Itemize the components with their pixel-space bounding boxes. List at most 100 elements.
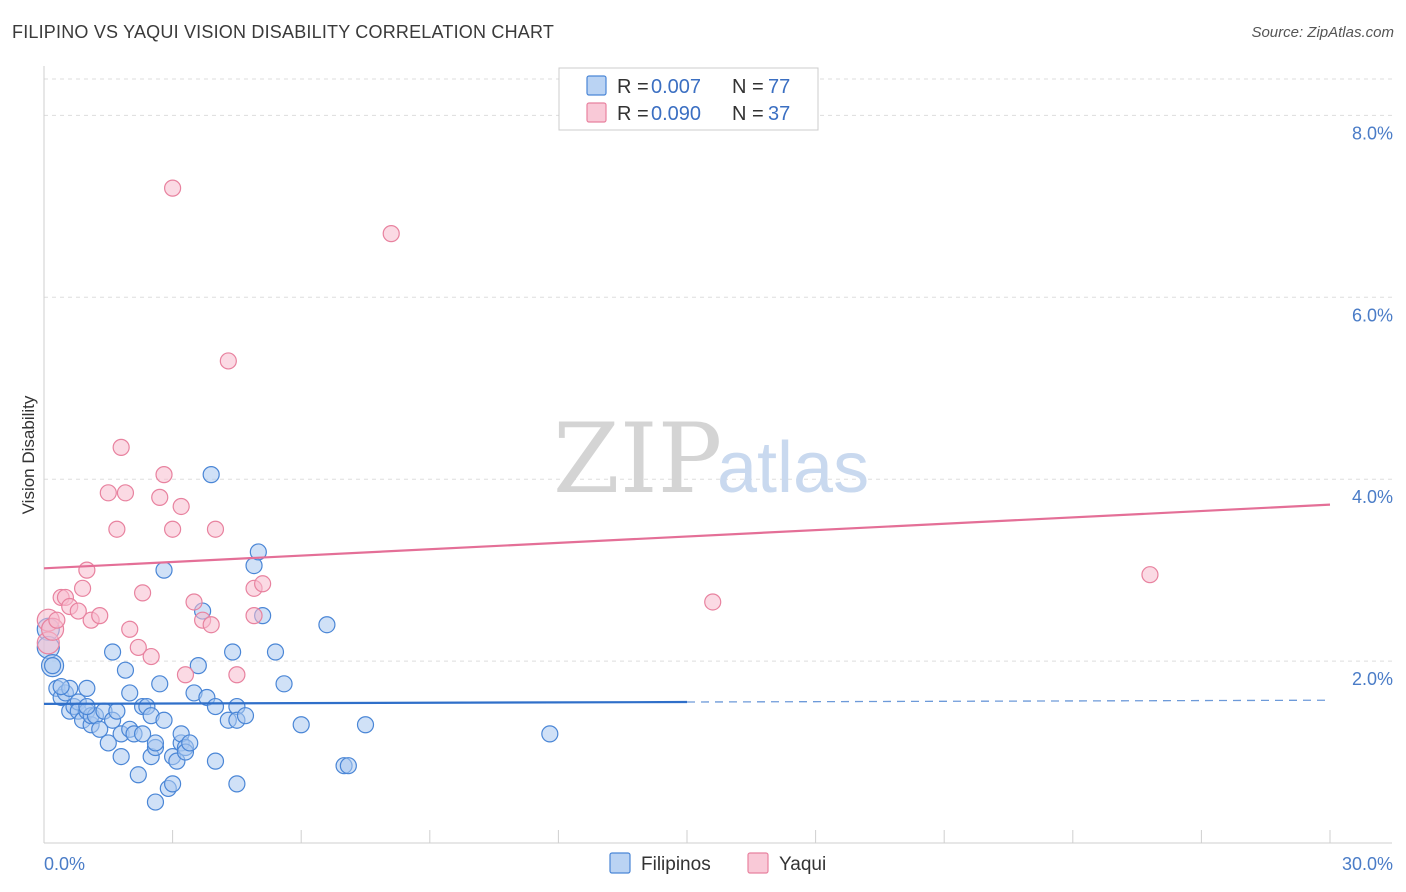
filipinos-point [78, 697, 96, 716]
legend-swatch-yaqui [586, 102, 607, 123]
filipinos-point [224, 643, 242, 661]
filipinos-point [541, 725, 559, 743]
chart-title: FILIPINO VS YAQUI VISION DISABILITY CORR… [12, 22, 555, 42]
legend-r-label-yaqui: R = [617, 103, 649, 125]
yaqui-point [164, 179, 182, 197]
yaqui-trend-line [43, 503, 1331, 570]
filipinos-point [129, 766, 147, 784]
yaqui-point [254, 575, 272, 593]
watermark-atlas: atlas [717, 428, 869, 508]
y-axis-label: Vision Disability [19, 395, 38, 514]
y-tick-label: 4.0% [1352, 487, 1393, 507]
yaqui-point [219, 352, 237, 370]
x-minor-ticks [43, 830, 1331, 843]
legend-swatch-filipinos [586, 75, 607, 96]
yaqui-point [133, 584, 152, 602]
filipinos-point [181, 734, 199, 752]
x-tick-label: 0.0% [44, 854, 85, 874]
yaqui-point [73, 579, 92, 597]
legend-r-label-filipinos: R = [617, 76, 649, 98]
watermark-zip: ZIP [553, 403, 722, 515]
filipinos-point [43, 657, 62, 675]
y-tick-labels: 2.0% 4.0% 6.0% 8.0% [1352, 123, 1393, 689]
legend-n-label-yaqui: N = [732, 103, 764, 125]
yaqui-point [121, 620, 139, 638]
yaqui-point [151, 488, 169, 506]
filipinos-points [36, 466, 559, 811]
filipinos-point [146, 793, 165, 811]
yaqui-point [202, 616, 220, 634]
filipinos-point [236, 707, 255, 725]
yaqui-point [176, 666, 195, 684]
legend-n-value-yaqui: 37 [768, 103, 790, 125]
yaqui-point [228, 666, 246, 684]
x-tick-labels: 0.0% 30.0% [44, 854, 1393, 874]
filipinos-point [155, 711, 173, 729]
yaqui-point [91, 607, 109, 625]
yaqui-point [142, 647, 160, 666]
legend-r-value-yaqui: 0.090 [651, 103, 701, 125]
filipinos-point [78, 679, 96, 697]
correlation-legend: R = 0.007 N = 77 R = 0.090 N = 37 [558, 67, 819, 131]
filipinos-point [206, 752, 225, 770]
yaqui-point [48, 611, 66, 629]
filipinos-point [356, 716, 375, 734]
filipinos-point [91, 720, 109, 738]
yaqui-point [164, 520, 182, 538]
yaqui-point [382, 225, 400, 243]
yaqui-point [172, 497, 190, 516]
yaqui-point [78, 561, 96, 579]
yaqui-point [69, 602, 87, 620]
filipinos-point [133, 725, 152, 743]
filipinos-point [103, 643, 122, 661]
filipinos-point [116, 661, 135, 679]
filipinos-point [339, 757, 357, 775]
legend-n-label-filipinos: N = [732, 76, 764, 98]
yaqui-point [155, 466, 173, 484]
bottom-legend-yaqui: Yaqui [779, 854, 826, 875]
filipinos-point [266, 643, 285, 661]
yaqui-point [206, 520, 225, 538]
yaqui-point [185, 593, 203, 611]
y-tick-label: 6.0% [1352, 305, 1393, 325]
filipinos-trend-extension [686, 699, 1331, 703]
filipinos-point [151, 675, 169, 693]
filipinos-point [202, 466, 220, 484]
axes [43, 66, 1392, 844]
yaqui-point [1141, 566, 1159, 584]
filipinos-point [112, 747, 130, 766]
legend-n-value-filipinos: 77 [768, 76, 790, 98]
filipinos-point [164, 775, 182, 793]
watermark: ZIP atlas [553, 403, 869, 515]
yaqui-point [99, 484, 117, 502]
filipinos-point [146, 734, 165, 752]
gridlines [44, 78, 1392, 662]
y-tick-label: 2.0% [1352, 669, 1393, 689]
filipinos-point [189, 657, 207, 675]
filipinos-point [292, 716, 310, 734]
bottom-legend-swatch-yaqui [747, 852, 769, 874]
filipinos-trend-line [43, 700, 688, 705]
filipinos-point [52, 677, 70, 696]
yaqui-point [129, 638, 147, 657]
filipinos-point [121, 684, 139, 702]
y-tick-label: 8.0% [1352, 123, 1393, 143]
filipinos-point [275, 675, 293, 693]
filipinos-point [318, 616, 336, 634]
filipinos-point [249, 543, 267, 561]
bottom-legend-swatch-filipinos [609, 852, 631, 874]
yaqui-points [36, 179, 1159, 684]
legend-r-value-filipinos: 0.007 [651, 76, 701, 98]
filipinos-point [228, 775, 246, 793]
filipinos-point [155, 561, 173, 579]
yaqui-point [245, 607, 263, 625]
filipinos-point [206, 697, 225, 716]
filipinos-point [108, 702, 126, 720]
bottom-legend-filipinos: Filipinos [641, 854, 711, 875]
source-credit: Source: ZipAtlas.com [1251, 24, 1394, 41]
trend-lines [43, 503, 1331, 705]
yaqui-point [108, 520, 126, 538]
filipinos-point [99, 734, 117, 752]
series-legend: Filipinos Yaqui [609, 852, 826, 875]
